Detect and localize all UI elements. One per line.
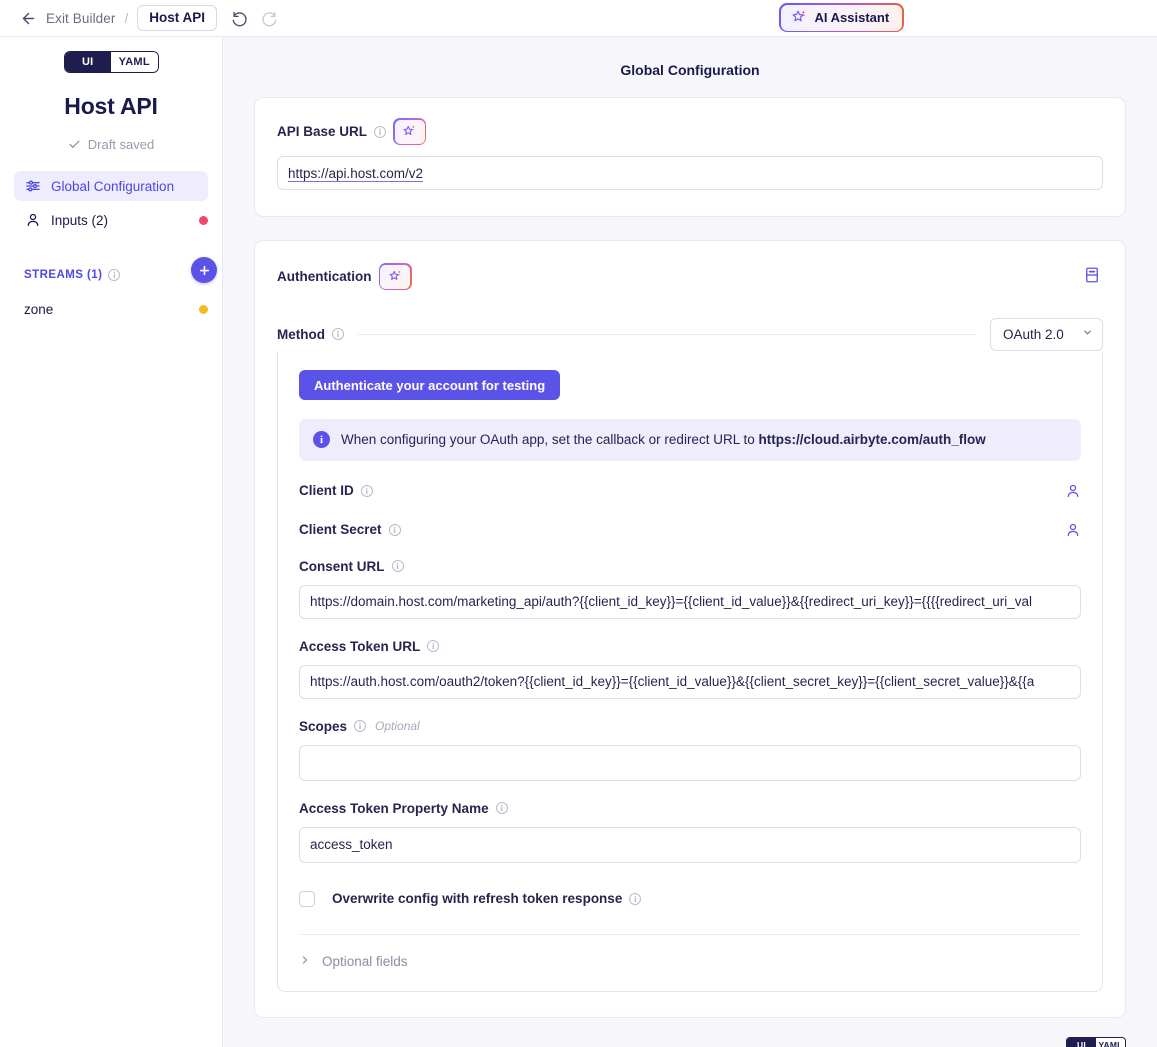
- consent-url-field: Consent URL i https://domain.host.com/ma…: [299, 559, 1081, 619]
- authenticate-account-button[interactable]: Authenticate your account for testing: [299, 370, 561, 400]
- user-secret-icon[interactable]: [1065, 483, 1081, 499]
- overwrite-config-label: Overwrite config with refresh token resp…: [332, 891, 623, 907]
- access-token-property-name-field: Access Token Property Name i access_toke…: [299, 801, 1081, 863]
- undo-icon[interactable]: [228, 6, 252, 30]
- ai-assistant-button[interactable]: AI Assistant: [779, 3, 904, 32]
- oauth-callback-info-banner: i When configuring your OAuth app, set t…: [299, 419, 1081, 461]
- info-icon[interactable]: i: [354, 720, 367, 733]
- scopes-field: Scopes i Optional: [299, 719, 1081, 781]
- optional-fields-label: Optional fields: [322, 953, 408, 969]
- overwrite-config-checkbox[interactable]: [299, 890, 315, 907]
- info-icon[interactable]: i: [391, 560, 404, 573]
- auth-method-selected-value: OAuth 2.0: [1003, 326, 1064, 342]
- toggle-option-ui[interactable]: UI: [64, 52, 111, 72]
- sidebar-item-inputs[interactable]: Inputs (2): [14, 205, 208, 235]
- sliders-icon: [24, 178, 41, 195]
- sidebar: UI YAML Host API Draft saved Global Conf…: [0, 37, 223, 1047]
- streams-section-header: STREAMS (1) i: [14, 257, 217, 288]
- info-icon[interactable]: i: [332, 328, 344, 340]
- client-secret-row: Client Secret i: [299, 521, 1081, 539]
- consent-url-label: Consent URL: [299, 558, 385, 574]
- auth-method-row: Method i OAuth 2.0: [277, 317, 1103, 351]
- redo-icon[interactable]: [256, 6, 280, 30]
- bottom-toggle-option-yaml[interactable]: YAML: [1096, 1037, 1125, 1047]
- consent-url-input[interactable]: https://domain.host.com/marketing_api/au…: [299, 584, 1081, 619]
- info-icon[interactable]: i: [427, 640, 440, 653]
- sidebar-item-global-configuration[interactable]: Global Configuration: [14, 171, 208, 201]
- scopes-input[interactable]: [299, 744, 1081, 781]
- status-dot-zone: [199, 304, 208, 314]
- page-title: Global Configuration: [620, 62, 760, 78]
- oauth-callback-info-text: When configuring your OAuth app, set the…: [341, 431, 986, 449]
- client-id-row: Client ID i: [299, 482, 1081, 500]
- breadcrumb-separator: /: [124, 10, 129, 26]
- chevron-down-icon: [1082, 327, 1093, 341]
- api-base-url-input[interactable]: https://api.host.com/v2: [277, 156, 1103, 190]
- main-content: Global Configuration API Base URL i http…: [223, 37, 1157, 1047]
- docs-book-icon[interactable]: [1083, 266, 1101, 284]
- section-divider: [299, 933, 1081, 935]
- bottom-toggle-option-ui[interactable]: UI: [1067, 1037, 1096, 1047]
- ai-assist-base-url-button[interactable]: [393, 118, 427, 145]
- info-icon[interactable]: i: [388, 523, 401, 536]
- overwrite-config-row: Overwrite config with refresh token resp…: [299, 890, 1081, 907]
- user-icon: [24, 212, 41, 229]
- access-token-url-label: Access Token URL: [299, 638, 421, 654]
- toggle-option-yaml[interactable]: YAML: [111, 52, 158, 72]
- info-icon[interactable]: i: [360, 484, 373, 497]
- optional-fields-toggle[interactable]: Optional fields: [299, 954, 1081, 969]
- chevron-right-icon: [299, 954, 311, 969]
- oauth-settings-group: Authenticate your account for testing i …: [277, 351, 1103, 992]
- user-secret-icon[interactable]: [1065, 522, 1081, 538]
- sidebar-view-toggle[interactable]: UI YAML: [63, 51, 159, 73]
- streams-label: STREAMS (1): [24, 269, 103, 281]
- history-buttons: [228, 6, 280, 30]
- overwrite-config-label-group: Overwrite config with refresh token resp…: [332, 891, 642, 907]
- client-secret-label: Client Secret: [299, 522, 382, 538]
- sidebar-item-label: Inputs (2): [51, 212, 109, 228]
- info-icon[interactable]: i: [374, 125, 387, 138]
- back-arrow-icon[interactable]: [18, 8, 38, 28]
- ai-assistant-label: AI Assistant: [814, 10, 890, 25]
- authentication-card: Authentication Method i OAuth 2.0 Authen: [254, 240, 1126, 1018]
- sparkle-star-icon: [791, 9, 808, 26]
- info-icon[interactable]: i: [629, 892, 642, 905]
- auth-method-select[interactable]: OAuth 2.0: [990, 317, 1103, 351]
- draft-status-label: Draft saved: [87, 137, 155, 152]
- draft-status: Draft saved: [0, 137, 222, 152]
- access-token-url-field: Access Token URL i https://auth.host.com…: [299, 639, 1081, 699]
- access-token-url-input[interactable]: https://auth.host.com/oauth2/token?{{cli…: [299, 664, 1081, 699]
- authentication-title: Authentication: [277, 269, 372, 284]
- check-icon: [68, 138, 81, 151]
- access-token-property-name-label: Access Token Property Name: [299, 800, 489, 816]
- info-banner-url: https://cloud.airbyte.com/auth_flow: [758, 432, 986, 447]
- stream-item-label: zone: [24, 301, 54, 317]
- api-base-url-card: API Base URL i https://api.host.com/v2: [254, 97, 1126, 217]
- status-dot-inputs: [199, 215, 208, 225]
- add-stream-button[interactable]: [191, 257, 217, 283]
- ai-assist-authentication-button[interactable]: [378, 263, 412, 290]
- api-base-url-label-row: API Base URL i: [277, 118, 1103, 145]
- bottom-view-toggle[interactable]: UI YAML: [1066, 1036, 1126, 1047]
- scopes-optional-tag: Optional: [375, 719, 420, 734]
- info-circle-icon: i: [313, 431, 330, 449]
- exit-builder-link[interactable]: Exit Builder: [46, 10, 116, 26]
- api-base-url-label: API Base URL: [277, 124, 368, 139]
- info-banner-text: When configuring your OAuth app, set the…: [341, 432, 759, 447]
- scopes-label: Scopes: [299, 718, 348, 734]
- auth-method-label: Method: [277, 326, 325, 342]
- info-icon[interactable]: i: [108, 269, 121, 281]
- authentication-title-row: Authentication: [277, 263, 1103, 290]
- access-token-property-name-input[interactable]: access_token: [299, 826, 1081, 863]
- bottom-toggle-wrapper: UI YAML: [254, 1036, 1126, 1047]
- builder-title: Host API: [64, 93, 158, 119]
- method-divider: [357, 333, 977, 335]
- sidebar-item-label: Global Configuration: [51, 178, 175, 194]
- info-icon[interactable]: i: [495, 802, 508, 815]
- top-bar: Exit Builder / Host API AI Assistant: [0, 0, 1157, 37]
- client-id-label: Client ID: [299, 483, 354, 499]
- connector-name-chip[interactable]: Host API: [137, 5, 218, 31]
- stream-item-zone[interactable]: zone: [14, 296, 208, 322]
